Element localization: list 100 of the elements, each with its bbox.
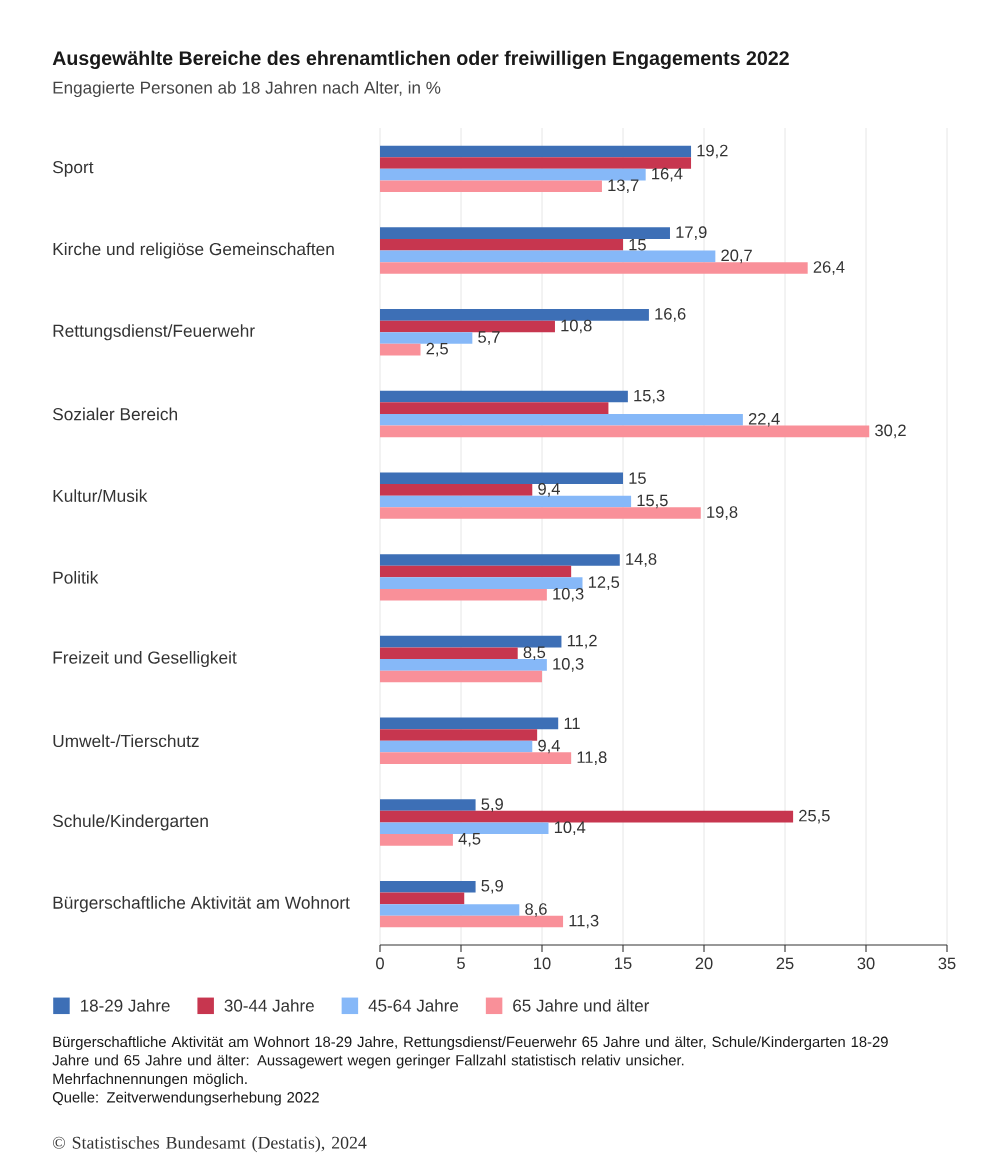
- data-label: 11,3: [569, 914, 599, 929]
- y-tick-label: Politik: [53, 571, 99, 584]
- data-label: 10,4: [554, 821, 586, 836]
- data-label: 12,5: [588, 576, 620, 590]
- bar: [380, 180, 602, 193]
- y-tick-label: Sozialer Bereich: [52, 407, 177, 421]
- data-label: 15: [629, 472, 646, 484]
- data-label: 26,4: [813, 261, 845, 275]
- bar: [380, 238, 623, 251]
- x-tick-label: 30: [857, 957, 875, 970]
- bar: [380, 822, 549, 835]
- legend-label: 18-29 Jahre: [80, 999, 170, 1012]
- bar: [380, 752, 572, 764]
- legend-label: 65 Jahre und älter: [513, 999, 650, 1012]
- chart-subtitle: Engagierte Personen ab 18 Jahren nach Alter, in %: [53, 81, 441, 98]
- data-label: 19,8: [707, 506, 738, 520]
- data-label: 25,5: [799, 809, 830, 824]
- source-note: Quelle: Zeitverwendungserhebung 2022: [52, 1091, 319, 1106]
- bar: [380, 554, 620, 566]
- data-label: 22,4: [748, 412, 780, 427]
- bar: [380, 904, 520, 916]
- bar: [380, 484, 533, 496]
- text: © Statistisches Bundesamt (Destatis), 2024: [52, 1136, 367, 1153]
- data-label: 5,9: [481, 879, 503, 894]
- bar: [380, 472, 623, 485]
- legend-label: 45-64 Jahre: [368, 999, 459, 1012]
- bar: [380, 413, 743, 426]
- data-label: 17,9: [676, 226, 707, 240]
- y-tick-label: Kultur/Musik: [53, 489, 148, 502]
- data-label: 10,3: [553, 658, 584, 672]
- text: Bürgerschaftliche Aktivität am Wohnort 18-29 Jahre, Rettungsdienst/Feuerwehr 65 Jahre und älter, Schule/Kindergarten 18-29 Jahre und 65 Jahre und älter: Aussagewert wegen geringer Fallzahl statistisch relativ unsicher.: [52, 1036, 888, 1069]
- bar: [380, 588, 547, 601]
- x-tick-label: 10: [534, 957, 551, 970]
- bar: [380, 670, 542, 683]
- data-label: 14,8: [626, 553, 657, 567]
- data-label: 8,6: [525, 903, 547, 917]
- data-label: 13,7: [608, 179, 639, 194]
- bar: [380, 565, 572, 578]
- x-tick-label: 15: [615, 957, 632, 970]
- bar: [380, 635, 562, 648]
- y-tick-label: Rettungsdienst/Feuerwehr: [53, 324, 255, 341]
- x-tick-label: 0: [376, 957, 384, 970]
- bar: [380, 332, 473, 344]
- bar: [380, 157, 692, 169]
- data-label: 8,5: [523, 646, 546, 661]
- bar: [380, 507, 701, 519]
- data-label: 30,2: [875, 424, 906, 439]
- bar: [380, 915, 564, 928]
- data-label: 10,3: [553, 587, 584, 602]
- bar: [380, 343, 421, 356]
- bar: [380, 145, 692, 158]
- data-label: 15,5: [637, 494, 668, 509]
- data-label: 5,7: [478, 331, 500, 345]
- data-label: 11,2: [567, 634, 597, 649]
- x-tick-label: 35: [938, 957, 956, 970]
- bar: [380, 390, 628, 403]
- bar: [380, 577, 583, 589]
- data-label: 2,5: [426, 342, 448, 357]
- x-tick-label: 5: [457, 957, 465, 970]
- bar: [380, 810, 794, 823]
- y-tick-label: Freizeit und Geselligkeit: [53, 650, 237, 668]
- data-label: 16,6: [655, 308, 686, 322]
- bar: [380, 647, 518, 660]
- y-tick-label: Bürgerschaftliche Aktivität am Wohnort: [53, 896, 350, 913]
- data-label: 11: [564, 717, 580, 730]
- bar: [380, 320, 555, 333]
- y-tick-label: Sport: [52, 161, 94, 177]
- legend-label: 30-44 Jahre: [224, 999, 314, 1012]
- data-label: 5,9: [481, 798, 503, 812]
- bar: [380, 729, 538, 741]
- bar: [380, 659, 547, 671]
- bar: [380, 880, 476, 893]
- data-label: 11,8: [577, 751, 607, 765]
- data-label: 9,4: [538, 483, 560, 497]
- data-label: 19,2: [697, 144, 728, 159]
- bar: [380, 402, 609, 414]
- bar: [380, 168, 646, 181]
- y-tick-label: Schule/Kindergarten: [52, 814, 208, 831]
- chart-title: Ausgewählte Bereiche des ehrenamtlichen oder freiwilligen Engagements 2022: [52, 50, 789, 70]
- data-label: 15: [629, 238, 646, 251]
- bar: [380, 799, 476, 811]
- bar: [380, 892, 465, 905]
- bar: [380, 309, 649, 321]
- bar: [380, 227, 670, 239]
- data-label: 10,8: [561, 319, 592, 334]
- text: Mehrfachnennungen möglich.: [53, 1073, 247, 1087]
- bar: [380, 425, 870, 438]
- bar: [380, 834, 453, 846]
- x-tick-label: 20: [695, 957, 713, 970]
- x-tick-label: 25: [776, 957, 794, 970]
- bar: [380, 250, 716, 263]
- bar: [380, 717, 559, 730]
- bar: [380, 495, 632, 508]
- data-label: 15,3: [634, 389, 665, 404]
- data-label: 9,4: [538, 739, 560, 754]
- y-tick-label: Kirche und religiöse Gemeinschaften: [53, 242, 334, 259]
- data-label: 16,4: [652, 167, 683, 182]
- bar: [380, 262, 808, 274]
- y-tick-label: Umwelt-/Tierschutz: [53, 734, 199, 748]
- bar: [380, 740, 533, 753]
